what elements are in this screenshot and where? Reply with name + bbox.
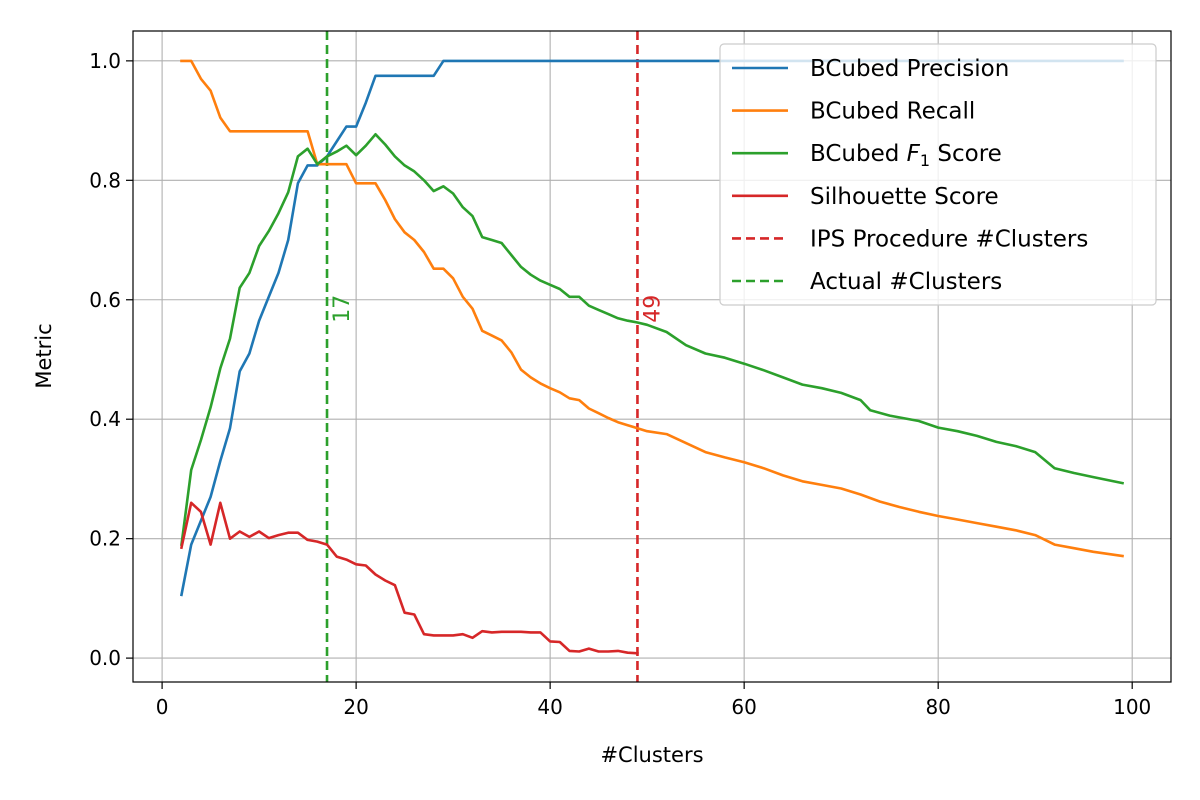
ips-procedure-clusters-label: 49 [640, 295, 665, 323]
axis-ticks: 0 20 40 60 80 100 0.0 0.2 0.4 0.6 0.8 1.0 [89, 49, 1151, 719]
legend-label-bcubed-f1-score: BCubed F1 Score [810, 141, 1002, 170]
legend-label-ips-procedure-clusters: IPS Procedure #Clusters [810, 226, 1088, 252]
x-tick-label: 80 [925, 695, 950, 719]
y-tick-label: 0.6 [89, 288, 121, 312]
series-lines [179, 59, 1125, 655]
legend: BCubed Precision BCubed Recall BCubed F1 S… [719, 43, 1157, 306]
bcubed-precision-line [179, 59, 1124, 597]
x-tick-label: 0 [156, 695, 169, 719]
legend-label-actual-clusters: Actual #Clusters [810, 269, 1002, 295]
legend-label-silhouette-score: Silhouette Score [810, 184, 999, 210]
y-tick-label: 0.0 [89, 646, 121, 670]
vertical-lines: 49 17 [325, 31, 665, 682]
x-tick-label: 100 [1113, 695, 1151, 719]
actual-clusters-label: 17 [330, 295, 355, 323]
x-axis-label: #Clusters [600, 743, 703, 767]
bcubed-recall-line [180, 59, 1124, 558]
y-axis-label: Metric [32, 323, 56, 388]
y-tick-label: 1.0 [89, 49, 121, 73]
x-tick-label: 20 [343, 695, 368, 719]
plot-frame [132, 30, 1172, 683]
legend-box [719, 43, 1157, 306]
x-tick-label: 40 [537, 695, 562, 719]
legend-label-bcubed-recall: BCubed Recall [810, 99, 975, 125]
x-tick-label: 60 [731, 695, 756, 719]
legend-label-bcubed-precision: BCubed Precision [810, 56, 1009, 82]
bcubed-f1-score-line [180, 133, 1125, 547]
y-tick-label: 0.2 [89, 527, 121, 551]
y-tick-label: 0.4 [89, 407, 121, 431]
y-tick-label: 0.8 [89, 168, 121, 192]
silhouette-score-line [179, 501, 639, 655]
